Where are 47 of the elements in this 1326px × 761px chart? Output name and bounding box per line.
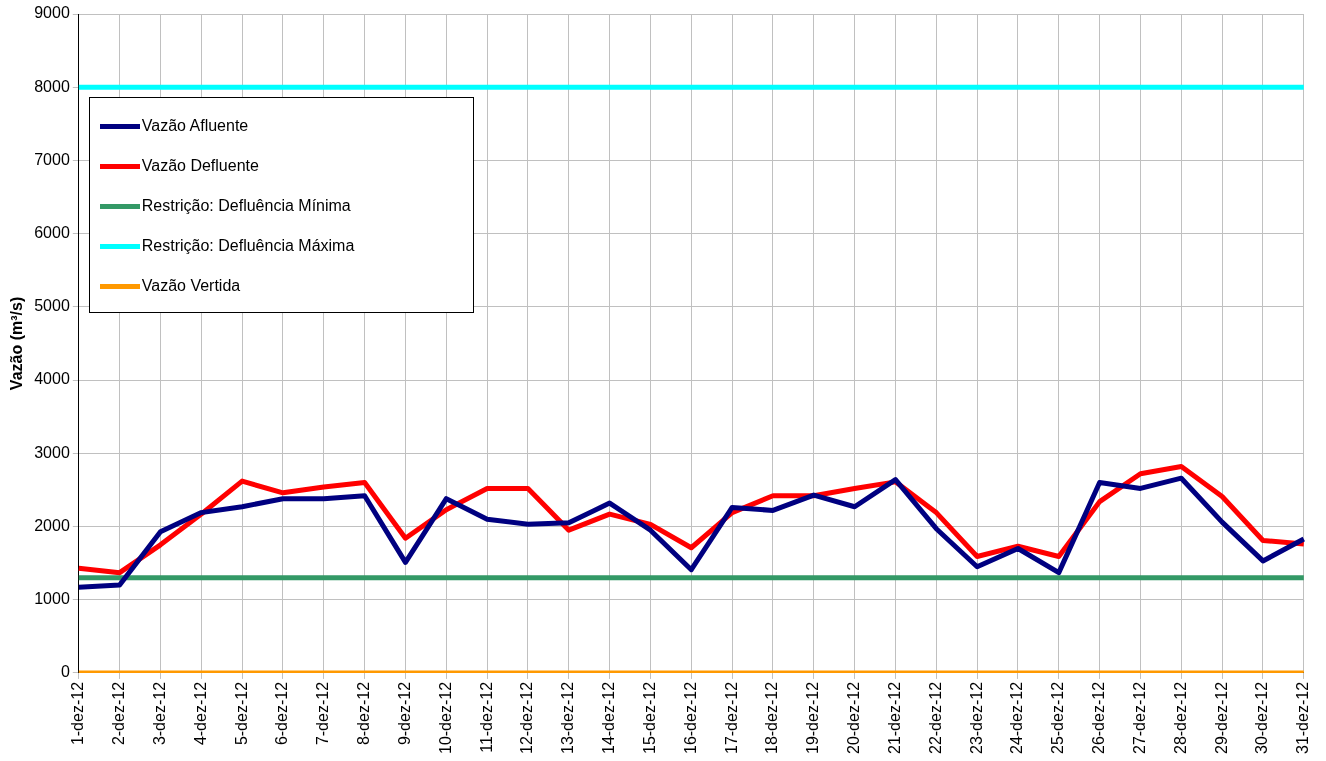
x-tick-label: 20-dez-12	[845, 681, 863, 754]
x-tick-label: 30-dez-12	[1253, 681, 1271, 754]
x-tick-label: 23-dez-12	[967, 681, 985, 754]
x-tick-label: 1-dez-12	[69, 681, 87, 746]
legend-label: Restrição: Defluência Máxima	[141, 237, 355, 255]
x-tick-label: 10-dez-12	[436, 681, 454, 754]
x-tick-label: 16-dez-12	[681, 681, 699, 754]
x-tick-label: 28-dez-12	[1171, 681, 1189, 754]
x-tick-label: 19-dez-12	[804, 681, 822, 754]
y-tick-label: 5000	[34, 297, 70, 315]
y-tick-label: 2000	[34, 516, 70, 534]
legend-label: Vazão Afluente	[141, 117, 249, 135]
y-tick-label: 9000	[34, 4, 70, 22]
x-tick-label: 3-dez-12	[150, 681, 168, 746]
x-tick-label: 8-dez-12	[355, 681, 373, 746]
x-tick-label: 22-dez-12	[926, 681, 944, 754]
y-tick-label: 1000	[34, 590, 70, 608]
y-tick-label: 6000	[34, 224, 70, 242]
x-tick-label: 17-dez-12	[722, 681, 740, 754]
x-tick-label: 12-dez-12	[518, 681, 536, 754]
y-tick-label: 7000	[34, 150, 70, 168]
x-tick-label: 11-dez-12	[477, 681, 495, 753]
x-tick-label: 26-dez-12	[1090, 681, 1108, 754]
y-tick-label: 4000	[34, 370, 70, 388]
x-tick-label: 7-dez-12	[314, 681, 332, 746]
x-tick-label: 21-dez-12	[885, 681, 903, 754]
x-tick-label: 4-dez-12	[191, 681, 209, 746]
x-tick-label: 5-dez-12	[232, 681, 250, 746]
legend-label: Vazão Vertida	[141, 277, 241, 295]
x-tick-label: 31-dez-12	[1294, 681, 1312, 754]
x-tick-label: 15-dez-12	[640, 681, 658, 754]
x-tick-label: 18-dez-12	[763, 681, 781, 754]
x-tick-label: 25-dez-12	[1049, 681, 1067, 754]
x-tick-label: 9-dez-12	[395, 681, 413, 746]
x-tick-label: 24-dez-12	[1008, 681, 1026, 754]
x-tick-label: 2-dez-12	[110, 681, 128, 746]
x-tick-label: 6-dez-12	[273, 681, 291, 746]
x-tick-label: 27-dez-12	[1130, 681, 1148, 754]
y-axis-title: Vazão (m³/s)	[8, 296, 26, 391]
y-tick-label: 0	[60, 663, 70, 681]
y-tick-label: 3000	[34, 443, 70, 461]
legend-label: Vazão Defluente	[141, 157, 259, 175]
y-tick-label: 8000	[34, 77, 70, 95]
x-tick-label: 13-dez-12	[559, 681, 577, 754]
x-tick-label: 29-dez-12	[1212, 681, 1230, 754]
x-tick-label: 14-dez-12	[600, 681, 618, 754]
legend-label: Restrição: Defluência Mínima	[141, 197, 351, 215]
